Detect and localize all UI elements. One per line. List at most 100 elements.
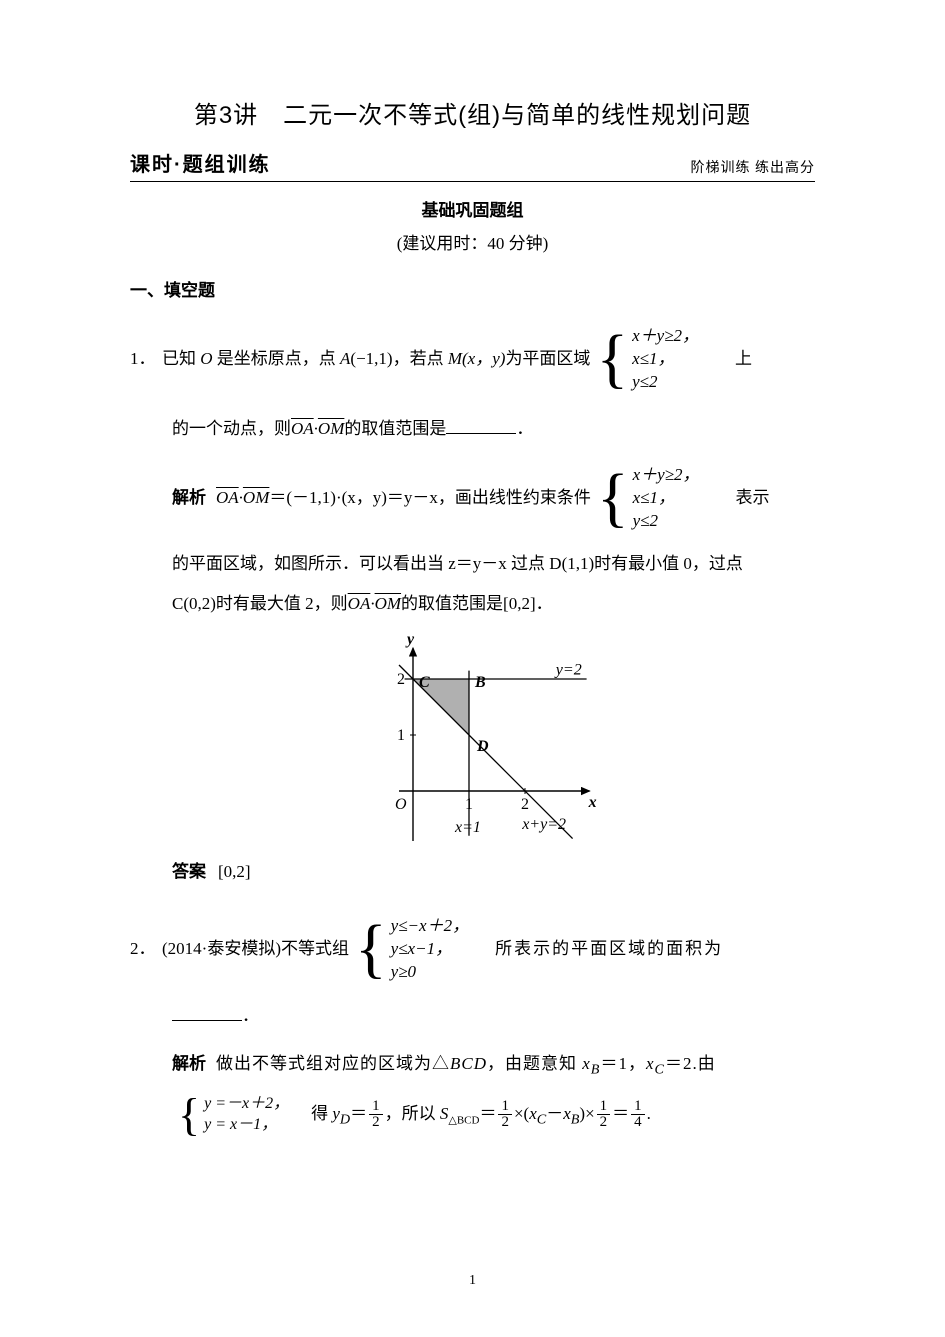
p2-line1: 2．(2014·泰安模拟)不等式组 { y≤−x＋2， y≤x−1， y≥0 所…: [130, 915, 815, 984]
p2-yD: y: [332, 1104, 340, 1123]
p1-txt1: 是坐标原点，点: [213, 349, 341, 368]
suggested-time: (建议用时：40 分钟): [130, 229, 815, 254]
vec-OM-2: OM: [243, 488, 269, 507]
p1-Apt: (−1,1): [350, 349, 392, 368]
p2-eq2: ＝2.: [665, 1054, 698, 1073]
p2-eqend: ＝: [612, 1104, 629, 1123]
p1-txt4: 上: [735, 342, 752, 376]
p1-line2a: 的一个动点，则: [172, 419, 291, 438]
p2-BCD: BCD: [450, 1054, 487, 1073]
blank-1: [446, 414, 516, 434]
p1-line2b: 的取值范围是: [344, 419, 446, 438]
frac-half-1: 12: [369, 1099, 383, 1130]
p2-tri: △BCD: [448, 1114, 479, 1126]
page-number: 1: [0, 1273, 945, 1289]
p1-sol-sys-l2: x≤1，: [633, 487, 700, 510]
brace-icon: {: [596, 326, 628, 392]
p1-sol-label: 解析: [172, 488, 206, 507]
p2-system: { y≤−x＋2， y≤x−1， y≥0: [355, 915, 469, 984]
p1-answer: 答案 [0,2]: [130, 855, 815, 889]
p2-sol-label: 解析: [172, 1054, 206, 1073]
p2-sol-line1: 解析做出不等式组对应的区域为△BCD，由题意知 xB＝1，xC＝2.由: [130, 1047, 815, 1084]
vec-OA-2: OA: [216, 488, 239, 507]
p2-sys-l1: y≤−x＋2，: [391, 915, 469, 938]
p2-sys-l3: y≥0: [391, 961, 469, 984]
p1-sys-lines: x＋y≥2， x≤1， y≤2: [632, 325, 699, 394]
p2-sol-a: 做出不等式组对应的区域为△: [216, 1054, 450, 1073]
p1-sol-tail: 表示: [736, 481, 770, 515]
p2-dot: .: [647, 1104, 651, 1123]
frac-half-3: 12: [597, 1099, 611, 1130]
p1-number: 1．: [130, 342, 162, 376]
p2-xB2: x: [563, 1104, 571, 1123]
p1-sol1: ＝(－1,1)·(x，y)＝y－x，画出线性约束条件: [269, 488, 591, 507]
p2-sys2-l1: y =－x＋2，: [204, 1094, 289, 1115]
svg-text:2: 2: [521, 796, 529, 813]
p2-sys-l2: y≤x−1，: [391, 938, 469, 961]
svg-text:y: y: [405, 631, 415, 648]
svg-text:x: x: [587, 794, 596, 811]
p2-period: ．: [242, 1006, 259, 1025]
p2-txt2: 所表示的平面区域的面积为: [495, 932, 723, 966]
p2-by: 由: [698, 1054, 716, 1073]
p1-sol-line2: 的平面区域，如图所示．可以看出当 z＝y－x 过点 D(1,1)时有最小值 0，…: [130, 547, 815, 581]
vec-OM: OM: [318, 419, 344, 438]
p2-get: 得: [311, 1104, 332, 1123]
p1-sol-sys-l1: x＋y≥2，: [633, 464, 700, 487]
lecture-title: 第3讲 二元一次不等式(组)与简单的线性规划问题: [130, 95, 815, 130]
p2-subD: D: [340, 1111, 350, 1127]
p2-subC: C: [655, 1062, 665, 1078]
p1-A: A: [340, 349, 350, 368]
p1-system: { x＋y≥2， x≤1， y≤2: [596, 325, 699, 394]
p2-txt1: 不等式组: [281, 939, 349, 958]
p1-txt-lead: 已知: [162, 349, 200, 368]
p2-times1: ×(: [514, 1104, 529, 1123]
problem-1: 1．已知 O 是坐标原点，点 A(−1,1)，若点 M(x，y)为平面区域 { …: [130, 325, 815, 889]
p2-rest: 得 yD＝12，所以 S△BCD＝12×(xC－xB)×12＝14.: [311, 1097, 651, 1134]
subhead-left: 课时·题组训练: [130, 148, 271, 177]
p1-line1: 1．已知 O 是坐标原点，点 A(−1,1)，若点 M(x，y)为平面区域 { …: [130, 325, 815, 394]
p2-xC2: x: [529, 1104, 537, 1123]
p2-sys2-l2: y = x－1，: [204, 1115, 289, 1136]
svg-text:x+y=2: x+y=2: [521, 816, 566, 833]
svg-text:y=2: y=2: [553, 661, 581, 678]
p1-sol-line3: C(0,2)时有最大值 2，则OA·OM的取值范围是[0,2]．: [130, 587, 815, 621]
frac-quarter: 14: [631, 1099, 645, 1130]
p1-sol-system: { x＋y≥2， x≤1， y≤2: [597, 464, 700, 533]
p2-xC: x: [646, 1054, 655, 1073]
p2-xB: x: [582, 1054, 591, 1073]
section-fill-blank: 一、填空题: [130, 276, 815, 301]
p1-sys-l1: x＋y≥2，: [632, 325, 699, 348]
p2-sys2-lines: y =－x＋2， y = x－1，: [204, 1094, 289, 1136]
brace-icon-2: {: [597, 465, 629, 531]
p1-sys-l2: x≤1，: [632, 348, 699, 371]
svg-text:D: D: [476, 738, 489, 755]
subhead-row: 课时·题组训练 阶梯训练 练出高分: [130, 148, 815, 182]
p1-sol-sys-l3: y≤2: [633, 510, 700, 533]
blank-2: [172, 1002, 242, 1022]
p2-minus: －: [546, 1104, 563, 1123]
svg-text:x=1: x=1: [454, 819, 481, 836]
p2-eqhalf: ＝: [350, 1104, 367, 1123]
p2-sol-b: ，由题意知: [487, 1054, 582, 1073]
p2-system-2: { y =－x＋2， y = x－1，: [178, 1092, 289, 1138]
p1-answer-value: [0,2]: [218, 862, 251, 881]
p2-blank-line: ．: [130, 999, 815, 1033]
p2-eq1: ＝1，: [600, 1054, 646, 1073]
p1-answer-label: 答案: [172, 862, 206, 881]
svg-text:C: C: [419, 674, 430, 691]
p2-close: )×: [579, 1104, 594, 1123]
p1-sol-sys-lines: x＋y≥2， x≤1， y≤2: [633, 464, 700, 533]
p2-subC2: C: [537, 1111, 546, 1127]
svg-text:B: B: [474, 674, 486, 691]
p1-M: M: [448, 349, 462, 368]
p1-solution-line1: 解析OA·OM＝(－1,1)·(x，y)＝y－x，画出线性约束条件 { x＋y≥…: [130, 464, 815, 533]
p1-figure: 1212y=2x=1x+y=2CBDOxy: [343, 631, 603, 841]
p1-O: O: [200, 349, 212, 368]
group-title: 基础巩固题组: [130, 196, 815, 221]
subhead-right: 阶梯训练 练出高分: [691, 157, 816, 177]
p1-txt3: 为平面区域: [505, 349, 590, 368]
svg-text:2: 2: [397, 671, 405, 688]
page: 第3讲 二元一次不等式(组)与简单的线性规划问题 课时·题组训练 阶梯训练 练出…: [0, 0, 945, 1337]
p2-src: (2014·泰安模拟): [162, 939, 281, 958]
